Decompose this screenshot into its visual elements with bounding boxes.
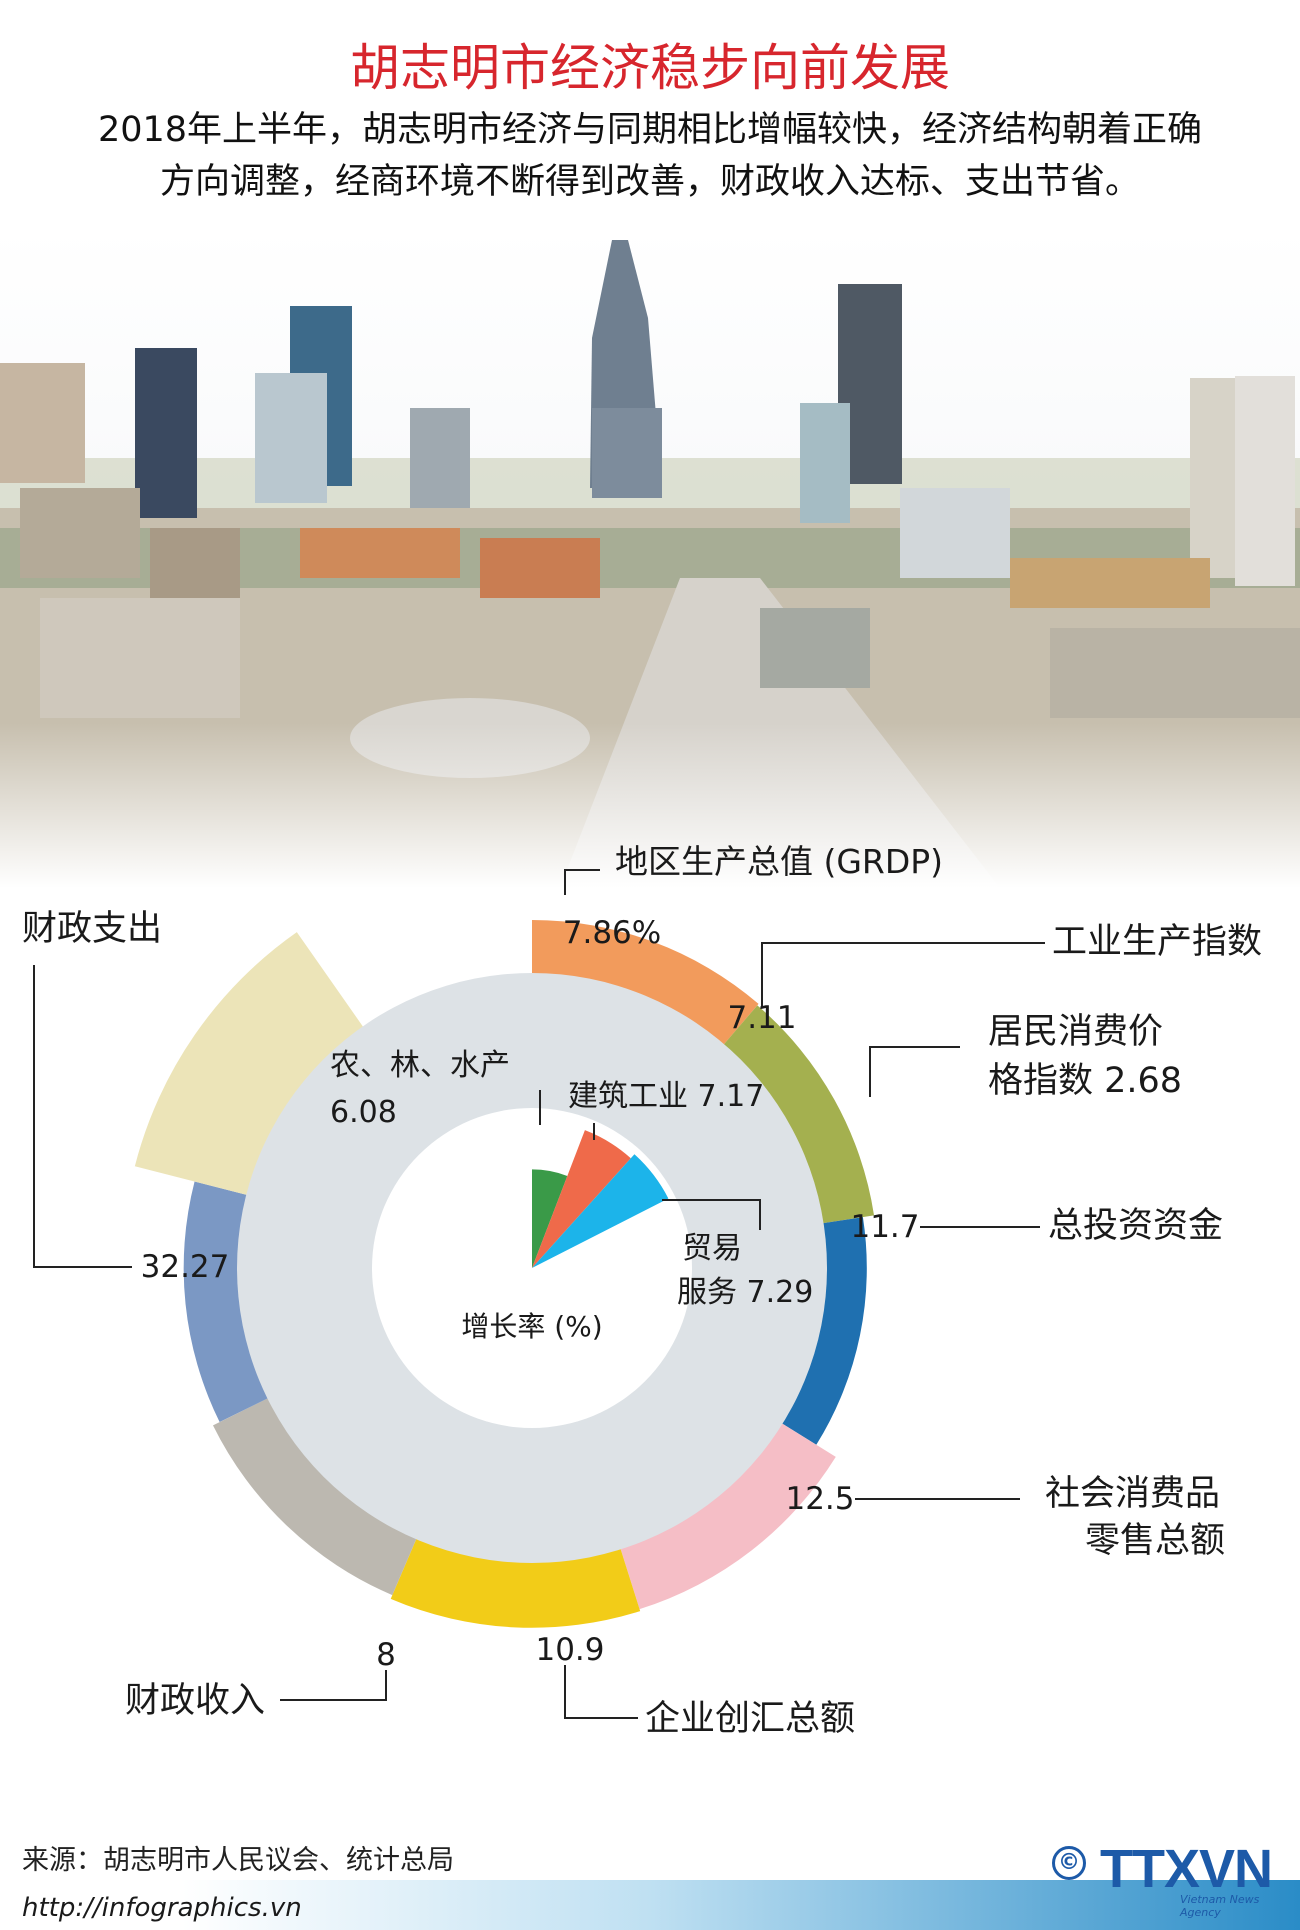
source-note: 来源：胡志明市人民议会、统计总局 xyxy=(22,1845,454,1876)
grdp-value-label: 7.86% xyxy=(563,915,661,951)
grdp-category-label: 地区生产总值 (GRDP) xyxy=(615,842,943,881)
spending-category-label: 财政支出 xyxy=(22,909,162,949)
ttxvn-logo-subtitle: Vietnam News Agency xyxy=(1180,1893,1260,1919)
agri-label-line1: 农、林、水产 xyxy=(330,1048,510,1083)
export-category-label: 企业创汇总额 xyxy=(645,1699,855,1739)
inner-pie-wedge-2 xyxy=(532,1154,669,1268)
ttxvn-logo: TTXVN xyxy=(1100,1839,1273,1899)
industry-value-label: 7.11 xyxy=(727,1000,796,1036)
copyright-icon: © xyxy=(1052,1846,1086,1880)
outer-ring-sector-7 xyxy=(134,932,366,1197)
leader-lines xyxy=(33,869,1045,1719)
outer-ring-sector-1 xyxy=(720,1005,875,1224)
footer-url-link[interactable]: http://infographics.vn xyxy=(22,1893,302,1923)
cpi-category-label-line2: 格指数 2.68 xyxy=(988,1061,1182,1101)
page-subtitle: 2018年上半年，胡志明市经济与同期相比增幅较快，经济结构朝着正确 方向调整，经… xyxy=(10,104,1290,208)
revenue-category-label: 财政收入 xyxy=(125,1681,265,1721)
inner-pie-wedge-1 xyxy=(532,1130,631,1268)
outer-ring-sector-0 xyxy=(532,920,759,1048)
agri-label-line2: 6.08 xyxy=(330,1095,397,1130)
trade-label-line2: 服务 7.29 xyxy=(677,1275,813,1310)
invest-value-label: 11.7 xyxy=(850,1209,919,1245)
industry-category-label: 工业生产指数 xyxy=(1052,922,1262,962)
city-skyline-photo xyxy=(0,228,1300,888)
retail-category-label-line2: 零售总额 xyxy=(1085,1521,1225,1561)
construction-label: 建筑工业 7.17 xyxy=(568,1079,764,1114)
outer-ring-sector-6 xyxy=(183,1181,272,1423)
inner-pie-wedge-0 xyxy=(532,1169,568,1268)
page-title: 胡志明市经济稳步向前发展 xyxy=(350,39,950,97)
cpi-category-label-line1: 居民消费价 xyxy=(988,1012,1163,1052)
retail-value-label: 12.5 xyxy=(785,1481,854,1517)
trade-label-line1: 贸易 xyxy=(682,1231,742,1266)
center-label: 增长率 (%) xyxy=(461,1310,602,1343)
export-value-label: 10.9 xyxy=(535,1632,604,1668)
spending-value-label: 32.27 xyxy=(141,1249,230,1285)
revenue-value-label: 8 xyxy=(376,1637,396,1673)
invest-category-label: 总投资资金 xyxy=(1048,1206,1223,1246)
subtitle-line-1: 2018年上半年，胡志明市经济与同期相比增幅较快，经济结构朝着正确 xyxy=(97,110,1203,150)
inner-pie xyxy=(532,1130,669,1268)
retail-category-label-line1: 社会消费品 xyxy=(1045,1474,1220,1514)
outer-ring-sector-3 xyxy=(619,1421,836,1610)
subtitle-line-2: 方向调整，经商环境不断得到改善，财政收入达标、支出节省。 xyxy=(159,162,1140,202)
footer-bar xyxy=(0,1880,1300,1930)
outer-ring-sector-5 xyxy=(212,1396,419,1596)
